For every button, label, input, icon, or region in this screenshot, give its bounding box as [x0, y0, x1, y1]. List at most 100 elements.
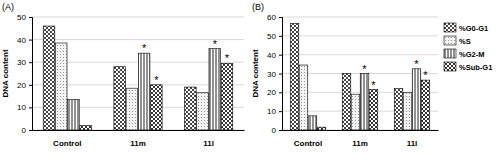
y-axis: 0 10 20 30 40 50 [17, 13, 32, 135]
tick-mark [279, 17, 282, 18]
tick: 20 [17, 81, 32, 90]
annotation: * [225, 52, 230, 64]
tick: 11l [407, 130, 418, 148]
tick-label: 11l [203, 139, 214, 148]
tick: 10 [17, 103, 32, 112]
tick-label: 20 [267, 88, 276, 97]
bar [126, 88, 138, 130]
grid-line [32, 17, 244, 18]
bar [197, 93, 209, 130]
bar [317, 127, 326, 130]
bar [43, 26, 55, 130]
tick-label: 11l [407, 139, 418, 148]
annotation: * [362, 63, 367, 75]
tick: 10 [267, 107, 282, 116]
tick-mark [279, 92, 282, 93]
tick-mark [29, 107, 32, 108]
legend-swatch [444, 23, 456, 32]
title: (B) [252, 2, 264, 12]
grid [282, 17, 438, 130]
tick: 0 [272, 126, 282, 135]
legend: %G0-G1 %S %G2-M %Sub-G1 [444, 23, 492, 72]
tick-label: 11m [130, 139, 146, 148]
y-axis-title: DNA content [251, 49, 260, 97]
annotation: * [423, 69, 428, 81]
annotation: * [371, 79, 376, 91]
tick: Control [53, 130, 81, 148]
axis-line [33, 130, 245, 131]
bar [290, 24, 299, 130]
tick-mark [279, 36, 282, 37]
axis-line [283, 130, 439, 131]
y-axis-title: DNA content [1, 49, 10, 97]
bar [55, 43, 67, 130]
tick-label: 40 [17, 36, 26, 45]
tick: 0 [22, 126, 32, 135]
tick: 11m [130, 130, 146, 148]
bar [151, 85, 163, 130]
tick-mark [279, 74, 282, 75]
tick: 40 [267, 51, 282, 60]
tick: 11l [203, 130, 214, 148]
panel: 01020304050Control11m11l**** [17, 13, 244, 148]
bars [290, 24, 430, 130]
legend-label: %G0-G1 [459, 24, 488, 33]
legend-swatch [444, 49, 456, 58]
tick-label: 11m [352, 139, 368, 148]
bar [114, 67, 126, 130]
legend-item: %Sub-G1 [444, 62, 492, 72]
bar [209, 49, 221, 130]
title: (A) [2, 2, 14, 12]
legend-label: %Sub-G1 [459, 63, 492, 72]
bar [299, 65, 308, 130]
grid [32, 17, 244, 130]
annotation: * [154, 74, 159, 86]
bar [221, 63, 233, 130]
tick-label: 30 [17, 58, 26, 67]
tick-mark [29, 85, 32, 86]
tick-label: 20 [17, 81, 26, 90]
bar [369, 90, 378, 130]
tick-mark [29, 62, 32, 63]
bar [185, 87, 197, 130]
tick-mark [279, 55, 282, 56]
figure: 0 10 20 30 40 50 Control 11m 11l * * * * (A) DNA conte… [0, 0, 500, 159]
tick: Control [294, 130, 322, 148]
tick: 11m [352, 130, 368, 148]
bar [342, 74, 351, 131]
tick-mark [29, 17, 32, 18]
tick-label: 10 [267, 107, 276, 116]
tick-label: 30 [267, 70, 276, 79]
grid-line [282, 35, 438, 36]
grid-line [282, 17, 438, 18]
y-axis: 0 10 20 30 40 50 60 [267, 13, 282, 135]
tick-label: 10 [17, 103, 26, 112]
bar [68, 99, 80, 130]
axis-line [29, 18, 33, 131]
panel: 0102030405060Control11m11l**** [267, 13, 438, 148]
tick-mark [279, 111, 282, 112]
tick-mark [29, 130, 32, 131]
bar [138, 53, 150, 130]
bar [403, 92, 412, 130]
grid-line [282, 54, 438, 55]
tick-mark [279, 130, 282, 131]
tick-label: Control [53, 139, 81, 148]
tick: 20 [267, 88, 282, 97]
tick-label: 60 [267, 13, 276, 22]
bar [80, 125, 92, 130]
legend-item: %S [444, 36, 471, 46]
bar [360, 74, 369, 131]
tick-label: 0 [22, 126, 27, 135]
tick: 40 [17, 36, 32, 45]
legend-label: %G2-M [459, 50, 484, 59]
tick-label: 40 [267, 51, 276, 60]
tick-label: 50 [267, 32, 276, 41]
tick-label: 50 [17, 13, 26, 22]
tick: 30 [17, 58, 32, 67]
tick: 50 [267, 32, 282, 41]
annotation: * [213, 38, 218, 50]
legend-swatch [444, 36, 456, 45]
x-axis: Control 11m 11l [283, 130, 439, 148]
bars [43, 26, 233, 130]
